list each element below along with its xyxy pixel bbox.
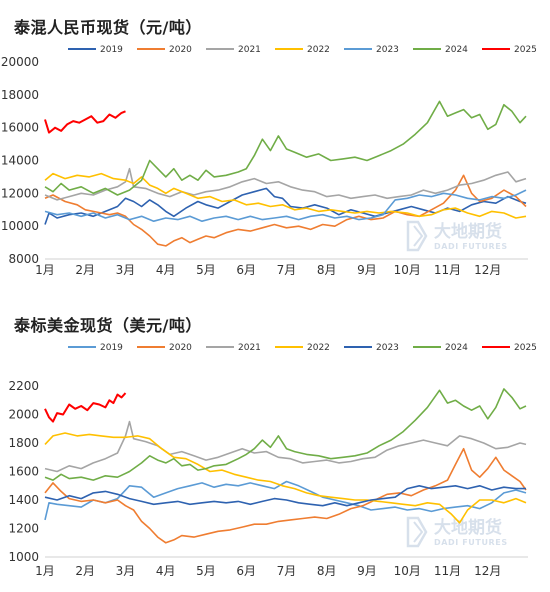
y-tick-label: 10000 [1,219,39,233]
x-tick-label: 4月 [156,564,176,578]
x-tick-label: 2月 [75,564,95,578]
watermark-brand: 大地期货 [434,221,502,242]
y-tick-label: 20000 [1,55,39,69]
x-tick-label: 10月 [394,564,421,578]
x-tick-label: 5月 [196,564,216,578]
y-tick-label: 1600 [8,465,39,479]
y-tick-label: 1000 [8,550,39,564]
y-tick-label: 18000 [1,88,39,102]
x-tick-label: 7月 [277,564,297,578]
y-tick-label: 16000 [1,121,39,135]
x-tick-label: 12月 [474,263,501,277]
x-tick-label: 8月 [317,564,337,578]
x-tick-label: 11月 [434,263,461,277]
watermark-brand: 大地期货 [434,517,502,538]
chart-rmb: 泰混人民币现货（元/吨） 8000 10000 12000 14000 16000 180… [0,0,550,290]
legend-label-2023: 2023 [376,45,399,55]
legend-label-2024: 2024 [445,343,468,353]
legend-label-2020: 2020 [169,343,192,353]
legend-label-2019: 2019 [100,343,123,353]
series-line-2024 [44,100,527,196]
legend-label-2021: 2021 [238,45,261,55]
chart-usd-svg: 1000 1200 1400 1600 1800 2000 2200 1月 2月 3月 4月 5月 6月… [8,343,537,578]
x-tick-label: 10月 [394,263,421,277]
series-line-2020 [44,447,527,544]
y-tick-label: 8000 [8,252,39,266]
legend-label-2024: 2024 [445,45,468,55]
series-line-2021 [44,420,527,473]
chart-usd: 泰标美金现货（美元/吨） 1000 1200 1400 1600 1800 2000 220… [0,296,550,592]
series-line-2025 [44,110,126,134]
series-line-2024 [44,388,527,481]
x-tick-label: 12月 [474,564,501,578]
x-tick-label: 11月 [434,564,461,578]
watermark-sub: DADI FUTURES [434,242,508,251]
series-line-2022 [44,172,527,219]
y-tick-label: 1400 [8,493,39,507]
x-tick-label: 9月 [357,263,377,277]
series-line-2021 [44,167,527,201]
y-tick-label: 1800 [8,436,39,450]
x-tick-label: 6月 [236,564,256,578]
y-tick-label: 1200 [8,522,39,536]
series-line-2025 [44,392,127,423]
legend-label-2022: 2022 [307,45,330,55]
series-line-2022 [44,432,527,524]
series-line-2020 [44,174,527,247]
series-line-2023 [44,485,526,507]
chart-title: 泰标美金现货（美元/吨） [14,316,202,335]
x-tick-label: 1月 [35,564,55,578]
x-tick-label: 7月 [277,263,297,277]
legend-label-2023: 2023 [376,343,399,353]
series-line-2023 [44,189,527,222]
x-tick-label: 5月 [196,263,216,277]
chart-rmb-svg: 8000 10000 12000 14000 16000 18000 20000 1月 2月 3月… [1,45,537,277]
y-tick-label: 12000 [1,186,39,200]
legend-label-2021: 2021 [238,343,261,353]
x-tick-label: 2月 [75,263,95,277]
y-tick-label: 2000 [8,408,39,422]
y-tick-label: 2200 [8,379,39,393]
legend-label-2025: 2025 [514,45,537,55]
x-tick-label: 3月 [116,263,136,277]
x-tick-label: 6月 [236,263,256,277]
legend-label-2020: 2020 [169,45,192,55]
legend-label-2022: 2022 [307,343,330,353]
x-tick-label: 4月 [156,263,176,277]
x-tick-label: 8月 [317,263,337,277]
x-tick-label: 3月 [116,564,136,578]
legend-label-2025: 2025 [514,343,537,353]
legend-label-2019: 2019 [100,45,123,55]
x-tick-label: 1月 [35,263,55,277]
chart-title: 泰混人民币现货（元/吨） [14,18,202,37]
x-tick-label: 9月 [357,564,377,578]
watermark-sub: DADI FUTURES [434,538,508,547]
y-tick-label: 14000 [1,154,39,168]
